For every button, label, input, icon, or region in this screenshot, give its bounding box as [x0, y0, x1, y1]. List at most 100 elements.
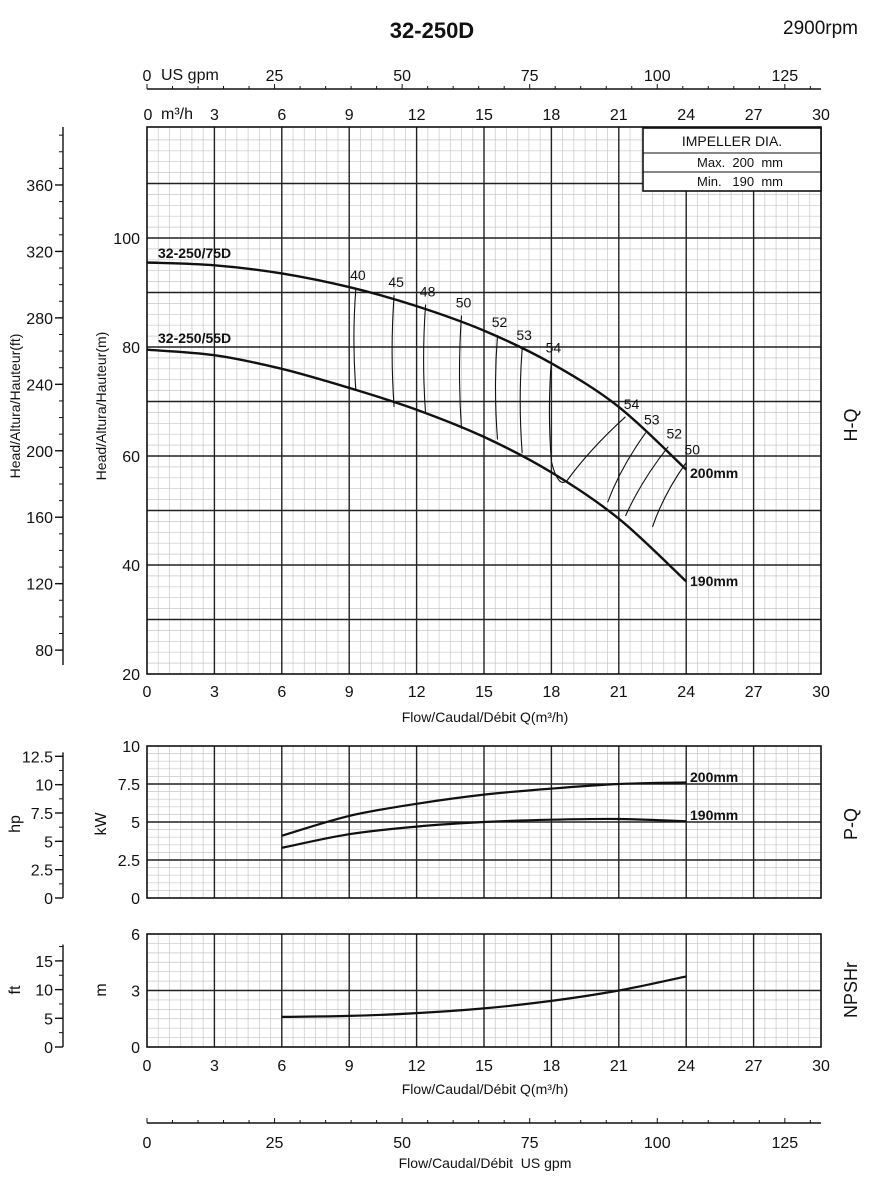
top-m3h-tick-label: 18: [543, 107, 561, 124]
top-m3h-tick-label: 15: [475, 107, 493, 124]
npsh-panel-frame: [146, 933, 822, 1048]
npsh-ft-tick-label: 15: [35, 954, 53, 971]
top-m3h-tick-label: 6: [277, 107, 286, 124]
efficiency-contour-53: [607, 432, 647, 503]
hq-flow-tick-label: 9: [345, 684, 354, 701]
npsh-m-tick-label: 0: [131, 1040, 140, 1057]
efficiency-contour-52: [494, 334, 499, 440]
top-m3h-tick-label: 30: [812, 107, 830, 124]
m3h-top-label: m³/h: [161, 106, 193, 123]
pq-side-label: P-Q: [841, 808, 861, 840]
efficiency-label-53: 53: [516, 327, 532, 343]
head-m-tick-label: 60: [122, 449, 140, 466]
model-75-label: 32-250/75D: [158, 245, 231, 261]
efficiency-contour-54: [566, 416, 626, 481]
top-m3h-tick-label: 24: [677, 107, 695, 124]
model-55-label: 32-250/55D: [158, 330, 231, 346]
hp-tick-label: 5: [44, 834, 53, 851]
top-m3h-tick-label: 9: [345, 107, 354, 124]
hp-tick-label: 10: [35, 778, 53, 795]
kw-tick-label: 2.5: [118, 853, 140, 870]
kw-tick-label: 7.5: [118, 777, 140, 794]
efficiency-label-40: 40: [350, 267, 366, 283]
top-usgpm-tick-label: 25: [266, 68, 284, 85]
head-m-tick-label: 40: [122, 558, 140, 575]
head-ft-tick-label: 360: [26, 178, 53, 195]
pq-190-label: 190mm: [690, 807, 738, 823]
hp-tick-label: 7.5: [31, 806, 53, 823]
head-ft-tick-label: 160: [26, 510, 53, 527]
top-m3h-tick-label: 21: [610, 107, 628, 124]
top-usgpm-tick-label: 125: [771, 68, 798, 85]
pq-200-label: 200mm: [690, 769, 738, 785]
impeller-dia-box: IMPELLER DIA. Max. 200 mm Min. 190 mm: [642, 127, 822, 192]
kw-axis-title: kW: [93, 812, 110, 836]
bottom-usgpm-tick-label: 0: [143, 1135, 152, 1152]
top-m3h-tick-label: 27: [745, 107, 763, 124]
efficiency-contour-48: [423, 304, 427, 415]
head-ft-tick-label: 120: [26, 577, 53, 594]
m-axis-title: m: [93, 983, 110, 996]
hq-flow-tick-label: 27: [745, 684, 763, 701]
efficiency-contour-53: [519, 348, 523, 454]
top-usgpm-tick-label: 100: [644, 68, 671, 85]
npsh-ft-tick-label: 5: [44, 1011, 53, 1028]
efficiency-contour-45: [391, 295, 395, 407]
npsh-flow-tick-label: 12: [408, 1058, 426, 1075]
npsh-flow-tick-label: 9: [345, 1058, 354, 1075]
npsh-flow-tick-label: 18: [543, 1058, 561, 1075]
npsh-ft-tick-label: 0: [44, 1040, 53, 1057]
head-m-tick-label: 20: [122, 667, 140, 684]
top-usgpm-tick-label: 50: [393, 68, 411, 85]
bottom-usgpm-tick-label: 50: [393, 1135, 411, 1152]
efficiency-label-48: 48: [420, 283, 436, 299]
npsh-flow-tick-label: 6: [277, 1058, 286, 1075]
flow-usgpm-axis-title: Flow/Caudal/Débit US gpm: [399, 1155, 572, 1171]
head-ft-tick-label: 80: [35, 643, 53, 660]
hp-tick-label: 12.5: [22, 749, 53, 766]
efficiency-label-52: 52: [666, 426, 682, 442]
npsh-flow-tick-label: 24: [677, 1058, 695, 1075]
top-usgpm-tick-label: 0: [143, 68, 152, 85]
bottom-usgpm-tick-label: 100: [644, 1135, 671, 1152]
efficiency-label-45: 45: [388, 274, 404, 290]
kw-tick-label: 0: [131, 891, 140, 908]
hq-flow-tick-label: 24: [677, 684, 695, 701]
hp-tick-label: 0: [44, 891, 53, 908]
head-ft-tick-label: 320: [26, 244, 53, 261]
hq-flow-tick-label: 21: [610, 684, 628, 701]
efficiency-label-54: 54: [624, 396, 640, 412]
hq-panel-frame: [146, 126, 822, 675]
head-m-tick-label: 80: [122, 340, 140, 357]
flow-axis-title-2: Flow/Caudal/Débit Q(m³/h): [402, 1081, 569, 1097]
hq-flow-tick-label: 3: [210, 684, 219, 701]
efficiency-label-52: 52: [492, 314, 508, 330]
grid-layer: [55, 84, 822, 1124]
efficiency-label-53: 53: [644, 412, 660, 428]
bottom-usgpm-tick-label: 25: [266, 1135, 284, 1152]
diameter-190-label: 190mm: [690, 573, 738, 589]
npsh-m-tick-label: 6: [131, 927, 140, 944]
head-ft-tick-label: 280: [26, 311, 53, 328]
impeller-box-title: IMPELLER DIA.: [682, 133, 782, 149]
impeller-box-min: Min. 190 mm: [697, 174, 783, 189]
efficiency-label-54: 54: [546, 340, 562, 356]
flow-axis-title-1: Flow/Caudal/Débit Q(m³/h): [402, 709, 569, 725]
efficiency-contour-52: [624, 446, 669, 517]
hq-flow-tick-label: 0: [143, 684, 152, 701]
speed-label: 2900rpm: [783, 18, 858, 39]
bottom-usgpm-tick-label: 75: [521, 1135, 539, 1152]
npsh-m-tick-label: 3: [131, 984, 140, 1001]
pq-curve-200mm: [281, 781, 687, 837]
head-m-tick-label: 100: [113, 231, 140, 248]
hq-flow-tick-label: 30: [812, 684, 830, 701]
npsh-flow-tick-label: 15: [475, 1058, 493, 1075]
npsh-curve: [281, 975, 687, 1018]
pq-curve-190mm: [281, 817, 687, 849]
head-m-axis-title: Head/Altura/Hauteur(m): [93, 332, 109, 481]
npsh-flow-tick-label: 21: [610, 1058, 628, 1075]
top-m3h-tick-label: 0: [144, 107, 153, 124]
hp-tick-label: 2.5: [31, 863, 53, 880]
kw-tick-label: 10: [122, 739, 140, 756]
efficiency-contour-50: [458, 315, 463, 429]
